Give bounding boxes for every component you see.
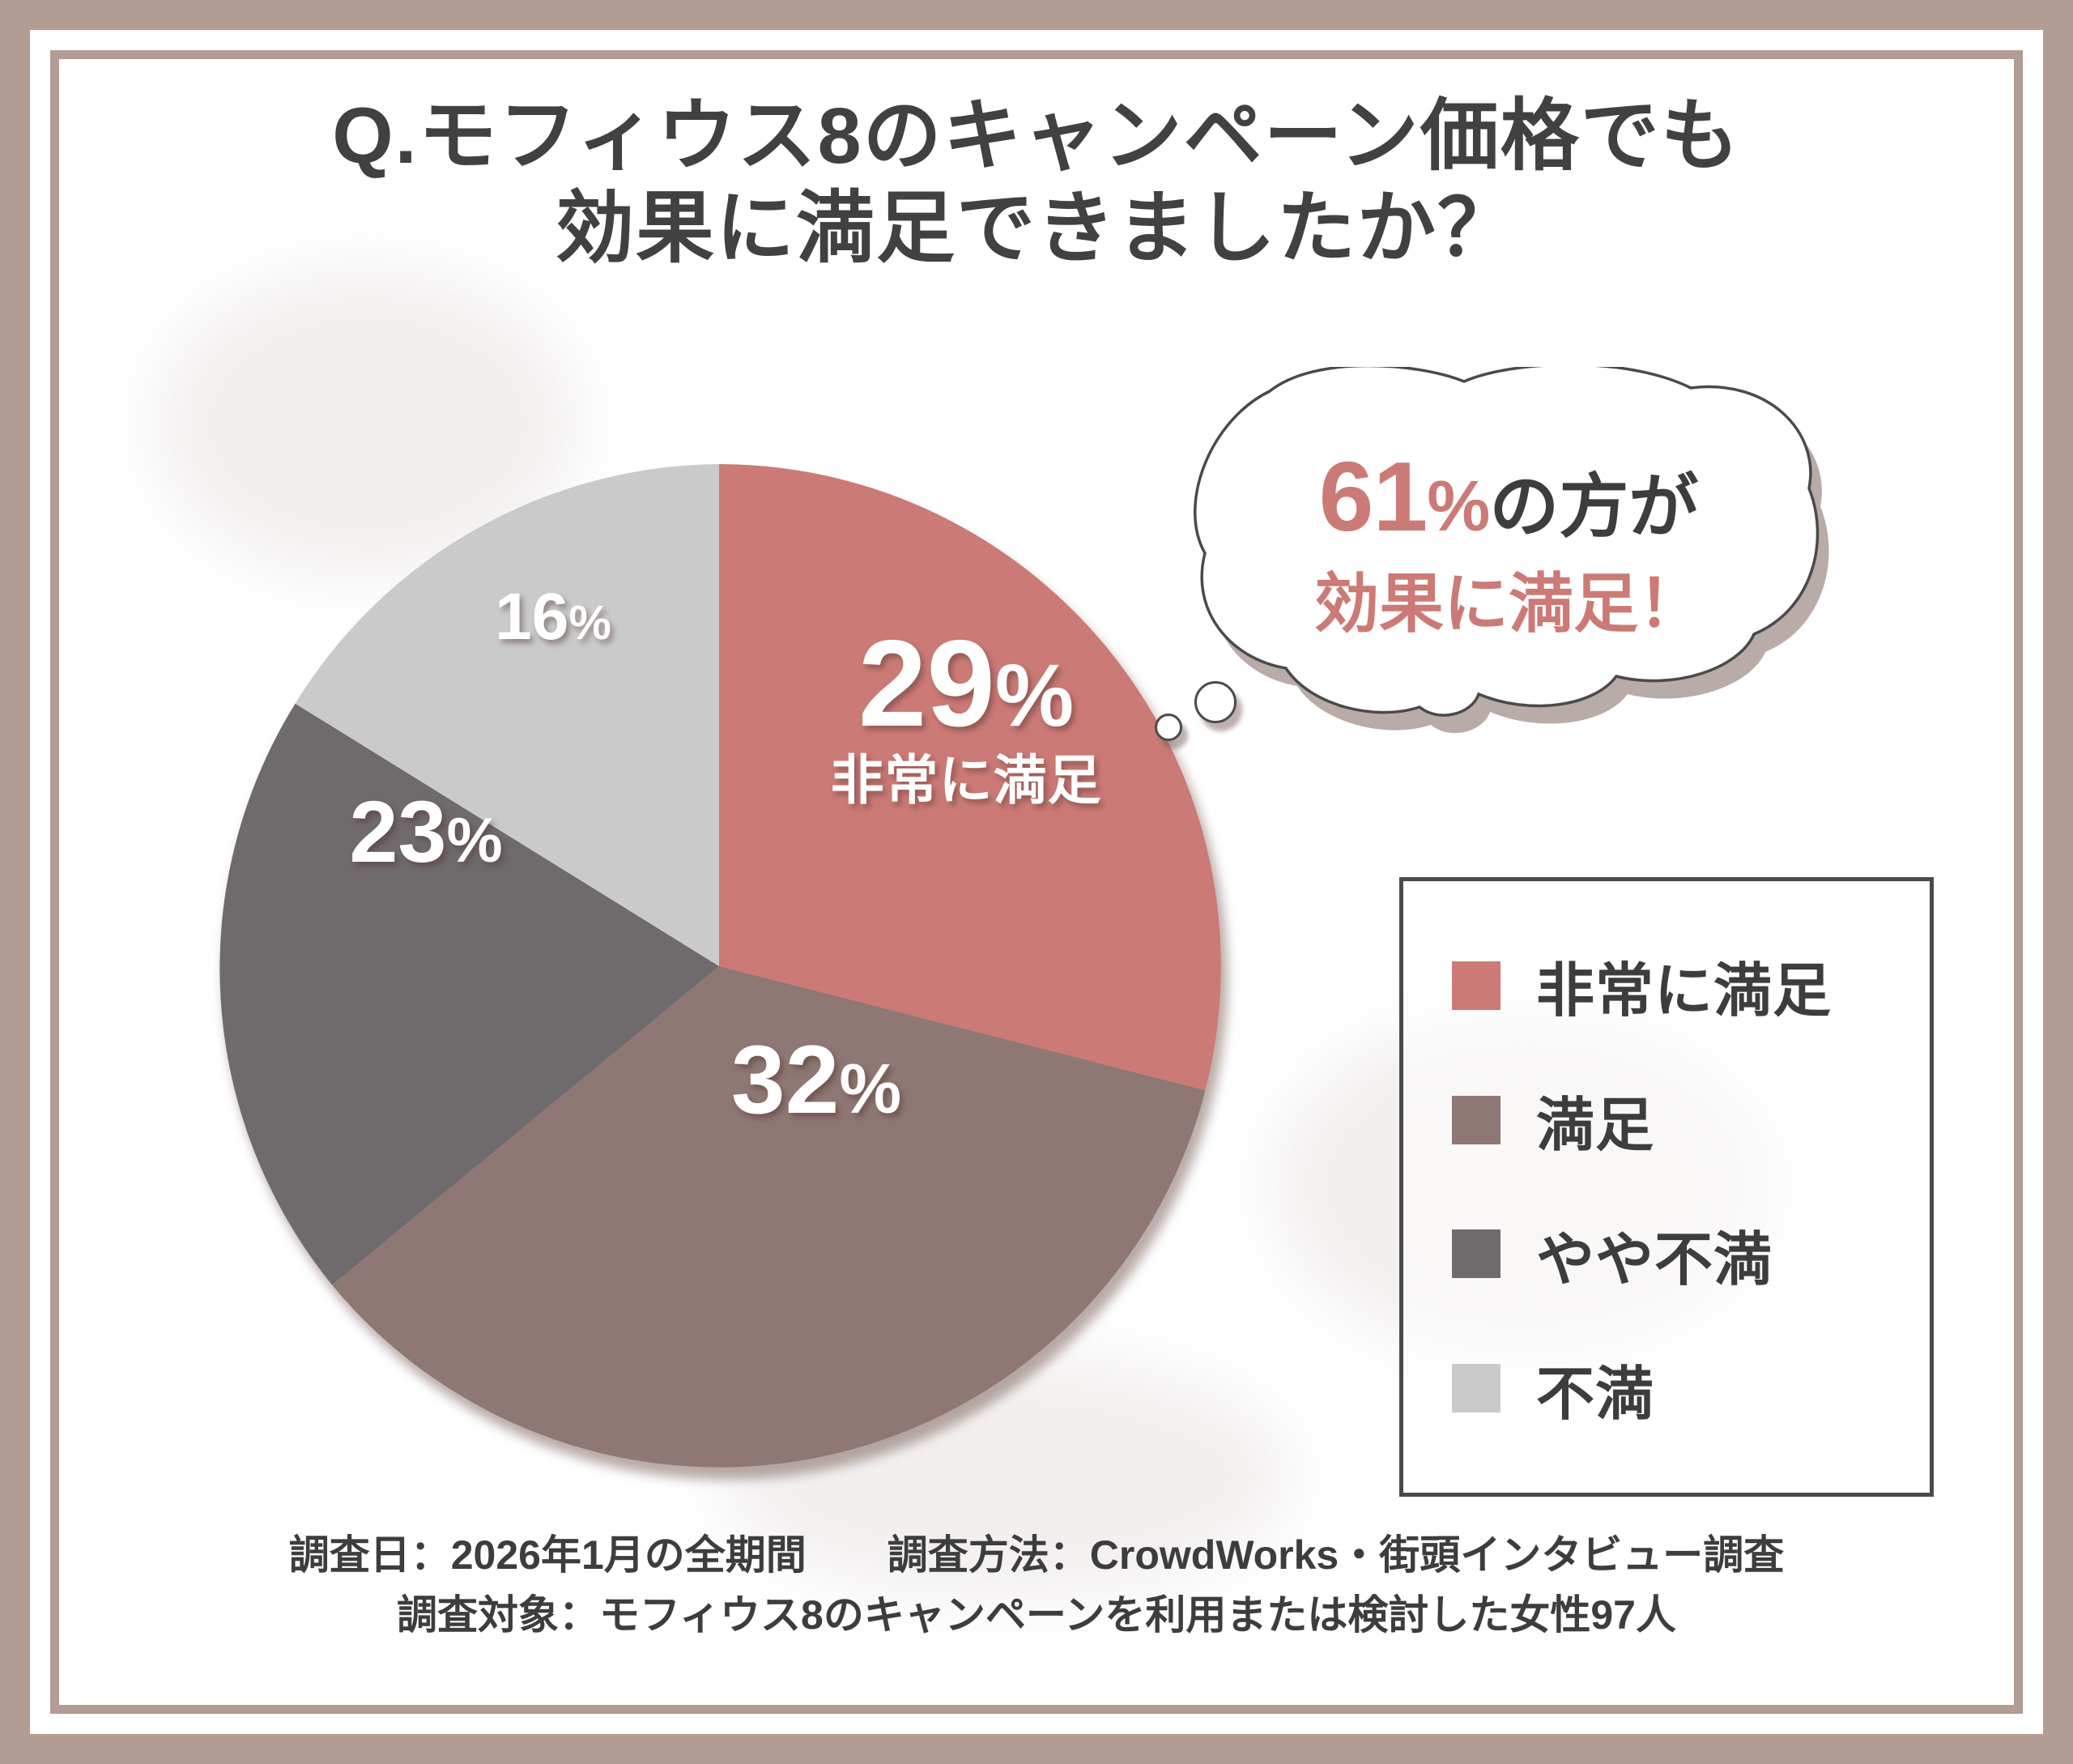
legend-item-label: 満足 bbox=[1536, 1093, 1655, 1159]
pie-slice-somewhat-dissatisfied[interactable] bbox=[219, 703, 720, 1285]
pie-label-dissatisfied: 16% bbox=[460, 584, 646, 650]
legend-item-label: やや不満 bbox=[1536, 1227, 1773, 1293]
title-line-2: 効果に満足できましたか？ bbox=[555, 184, 1518, 273]
pie-chart: 29% 非常に満足 32% 23% 16% bbox=[217, 464, 1228, 1480]
footnote-survey-target: 調査対象：モフィウス8のキャンペーンを利用または検討した女性97人 bbox=[397, 1592, 1676, 1638]
title-line-1: Q.モフィウス8のキャンペーン価格でも bbox=[332, 92, 1741, 180]
footnote-survey-date-method: 調査日：2026年1月の全期間 調査方法：CrowdWorks・街頭インタビュー… bbox=[288, 1532, 1785, 1578]
pie-label-value: 29% bbox=[858, 615, 1075, 752]
pie-label-somewhat-dissatisfied: 23% bbox=[321, 788, 531, 876]
legend-item-label: 不満 bbox=[1536, 1361, 1655, 1427]
pie-label-value: 23% bbox=[349, 782, 503, 880]
legend-item-very-satisfied[interactable]: 非常に満足 bbox=[1452, 943, 1930, 1028]
survey-footnotes: 調査日：2026年1月の全期間 調査方法：CrowdWorks・街頭インタビュー… bbox=[59, 1525, 2014, 1645]
pie-slices bbox=[217, 464, 1221, 1468]
pie-label-category: 非常に満足 bbox=[830, 750, 1102, 810]
callout-line-1: 61%の方が bbox=[1319, 442, 1699, 551]
pie-slice-dissatisfied[interactable] bbox=[295, 464, 720, 966]
legend-item-label: 非常に満足 bbox=[1536, 959, 1832, 1025]
callout-text: 61%の方が 効果に満足！ bbox=[1173, 367, 1845, 715]
legend-swatch-icon bbox=[1452, 1364, 1500, 1413]
pie-label-value: 32% bbox=[730, 1025, 902, 1134]
legend-swatch-icon bbox=[1452, 1229, 1500, 1279]
legend-swatch-icon bbox=[1452, 961, 1500, 1010]
pie-slice-satisfied[interactable] bbox=[332, 966, 1206, 1468]
pie-label-satisfied: 32% bbox=[687, 1031, 946, 1128]
pie-label-value: 16% bbox=[495, 580, 611, 654]
callout-line-1-rest: の方が bbox=[1489, 467, 1699, 546]
legend-item-dissatisfied[interactable]: 不満 bbox=[1452, 1346, 1930, 1431]
thought-bubble-dot-small bbox=[1155, 714, 1182, 741]
legend-item-satisfied[interactable]: 満足 bbox=[1452, 1077, 1930, 1162]
pie-svg bbox=[219, 464, 1221, 1468]
chart-legend: 非常に満足 満足 やや不満 不満 bbox=[1399, 877, 1934, 1497]
callout-highlight: 61% bbox=[1318, 441, 1491, 552]
callout-line-2: 効果に満足！ bbox=[1314, 568, 1703, 641]
callout-thought-bubble: 61%の方が 効果に満足！ bbox=[1155, 367, 1845, 748]
thought-bubble-dot-large bbox=[1194, 681, 1237, 723]
legend-item-somewhat-dissatisfied[interactable]: やや不満 bbox=[1452, 1212, 1930, 1297]
pie-slice-very-satisfied[interactable] bbox=[719, 464, 1221, 1091]
bubble-shape-svg bbox=[1194, 367, 1829, 734]
pie-label-very-satisfied: 29% 非常に満足 bbox=[776, 622, 1156, 807]
infographic-canvas: Q.モフィウス8のキャンペーン価格でも 効果に満足できましたか？ 29% 非 bbox=[59, 59, 2014, 1705]
page-title: Q.モフィウス8のキャンペーン価格でも 効果に満足できましたか？ bbox=[59, 90, 2014, 275]
legend-swatch-icon bbox=[1452, 1095, 1500, 1144]
